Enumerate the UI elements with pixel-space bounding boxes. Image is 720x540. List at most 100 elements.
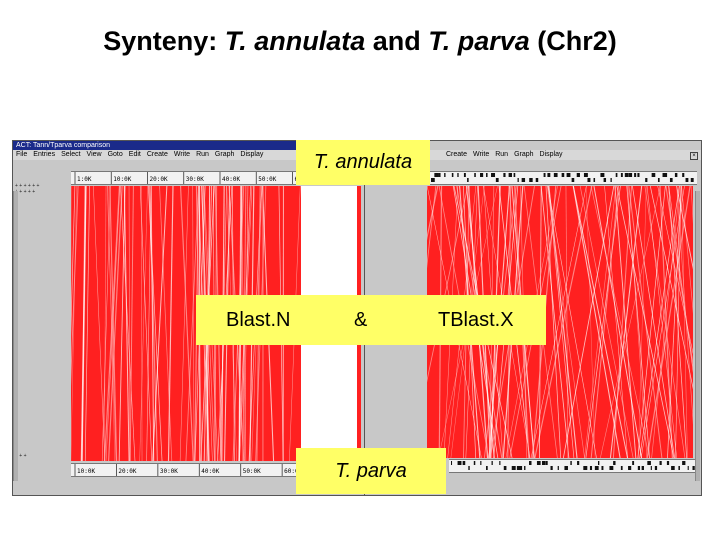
menu-item-display[interactable]: Display bbox=[539, 151, 563, 158]
feature-mark bbox=[557, 466, 559, 470]
match-line bbox=[109, 185, 118, 462]
match-line bbox=[179, 185, 194, 462]
menu-item-entries[interactable]: Entries bbox=[33, 151, 56, 158]
match-line bbox=[626, 185, 650, 459]
feature-mark bbox=[495, 178, 499, 182]
feature-mark bbox=[486, 466, 488, 470]
feature-mark bbox=[457, 173, 459, 177]
match-line bbox=[80, 185, 87, 462]
feature-mark bbox=[610, 178, 612, 182]
window-titlebar-right[interactable] bbox=[365, 141, 701, 150]
feature-mark bbox=[566, 173, 571, 177]
match-line bbox=[600, 185, 661, 459]
feature-mark bbox=[671, 466, 675, 470]
match-line bbox=[107, 185, 115, 462]
feature-mark bbox=[457, 461, 462, 465]
feature-track-bottom[interactable] bbox=[449, 459, 697, 473]
match-line bbox=[540, 185, 570, 459]
match-line bbox=[572, 185, 628, 459]
match-line bbox=[148, 185, 163, 462]
menu-item-create[interactable]: Create bbox=[446, 151, 468, 158]
feature-mark bbox=[594, 466, 599, 470]
feature-mark bbox=[516, 466, 521, 470]
menu-item-write[interactable]: Write bbox=[173, 151, 191, 158]
feature-mark bbox=[634, 173, 637, 177]
window-titlebar[interactable]: ACT: Tann/Tparva comparison bbox=[13, 141, 365, 150]
feature-mark bbox=[690, 178, 694, 182]
feature-mark bbox=[480, 461, 482, 465]
ruler-tick-label: 50:0K bbox=[258, 176, 276, 183]
feature-mark bbox=[687, 466, 689, 470]
feature-mark bbox=[529, 461, 532, 465]
blastn-label: Blast.N bbox=[226, 309, 291, 331]
feature-track-svg bbox=[431, 173, 694, 182]
feature-mark bbox=[571, 178, 575, 182]
menu-bar: File Entries Select View Goto Edit Create Write… bbox=[13, 150, 365, 160]
feature-mark bbox=[682, 461, 686, 465]
menu-item-select[interactable]: Select bbox=[61, 151, 81, 158]
feature-mark bbox=[550, 466, 553, 470]
feature-mark bbox=[468, 466, 470, 470]
feature-mark bbox=[597, 461, 600, 465]
menu-item-display[interactable]: Display bbox=[240, 151, 264, 158]
match-line bbox=[192, 185, 195, 462]
match-line bbox=[590, 185, 619, 459]
match-line bbox=[128, 185, 131, 462]
feature-mark bbox=[613, 461, 616, 465]
feature-mark bbox=[603, 178, 607, 182]
feature-mark bbox=[650, 466, 652, 470]
feature-mark bbox=[541, 461, 546, 465]
menu-item-view[interactable]: View bbox=[86, 151, 102, 158]
feature-mark bbox=[645, 178, 648, 182]
menu-item-run[interactable]: Run bbox=[196, 151, 209, 158]
menu-item-run[interactable]: Run bbox=[495, 151, 509, 158]
ruler-tick-label: 30:0K bbox=[186, 176, 204, 183]
match-line bbox=[93, 185, 106, 462]
ruler-tick-label: 40:0K bbox=[201, 468, 219, 475]
feature-mark bbox=[601, 466, 604, 470]
menu-item-edit[interactable]: Edit bbox=[128, 151, 141, 158]
match-line bbox=[604, 185, 628, 459]
feature-mark bbox=[665, 173, 668, 177]
match-line bbox=[593, 185, 643, 459]
menu-item-graph[interactable]: Graph bbox=[514, 151, 534, 158]
menu-item-create[interactable]: Create bbox=[146, 151, 168, 158]
top-genome-label: T. annulata bbox=[296, 140, 430, 185]
entry-info: + + + + + + + + + + + bbox=[15, 183, 40, 195]
feature-mark bbox=[434, 173, 439, 177]
feature-mark bbox=[438, 173, 441, 177]
ruler-tick-label: 60:0K bbox=[284, 468, 302, 475]
match-line bbox=[123, 185, 130, 462]
menu-item-write[interactable]: Write bbox=[473, 151, 490, 158]
feature-mark bbox=[547, 173, 551, 177]
feature-mark bbox=[589, 466, 593, 470]
match-line bbox=[681, 185, 688, 459]
menu-item-graph[interactable]: Graph bbox=[214, 151, 235, 158]
feature-mark bbox=[620, 173, 623, 177]
match-line bbox=[185, 185, 200, 462]
menu-item-goto[interactable]: Goto bbox=[107, 151, 123, 158]
scrollbar-vertical-right[interactable] bbox=[695, 191, 700, 481]
match-line bbox=[676, 185, 696, 459]
match-line bbox=[141, 185, 143, 462]
match-line bbox=[150, 185, 155, 462]
feature-mark bbox=[486, 173, 488, 177]
match-line bbox=[139, 185, 148, 462]
menu-item-file[interactable]: File bbox=[16, 151, 28, 158]
match-line bbox=[667, 185, 682, 459]
entry-info-bottom: + + + bbox=[15, 453, 27, 459]
feature-mark bbox=[666, 461, 670, 465]
feature-track-top[interactable] bbox=[429, 171, 697, 185]
match-line bbox=[70, 185, 77, 462]
scrollbar-vertical[interactable] bbox=[13, 191, 18, 481]
feature-mark bbox=[480, 173, 484, 177]
ruler-tick-label: 40:0K bbox=[222, 176, 240, 183]
title-suffix: (Chr2) bbox=[529, 26, 617, 56]
match-line bbox=[108, 185, 123, 462]
close-icon[interactable]: × bbox=[690, 152, 698, 160]
feature-mark bbox=[444, 173, 446, 177]
title-species-2: T. parva bbox=[428, 26, 530, 56]
feature-mark bbox=[659, 461, 662, 465]
